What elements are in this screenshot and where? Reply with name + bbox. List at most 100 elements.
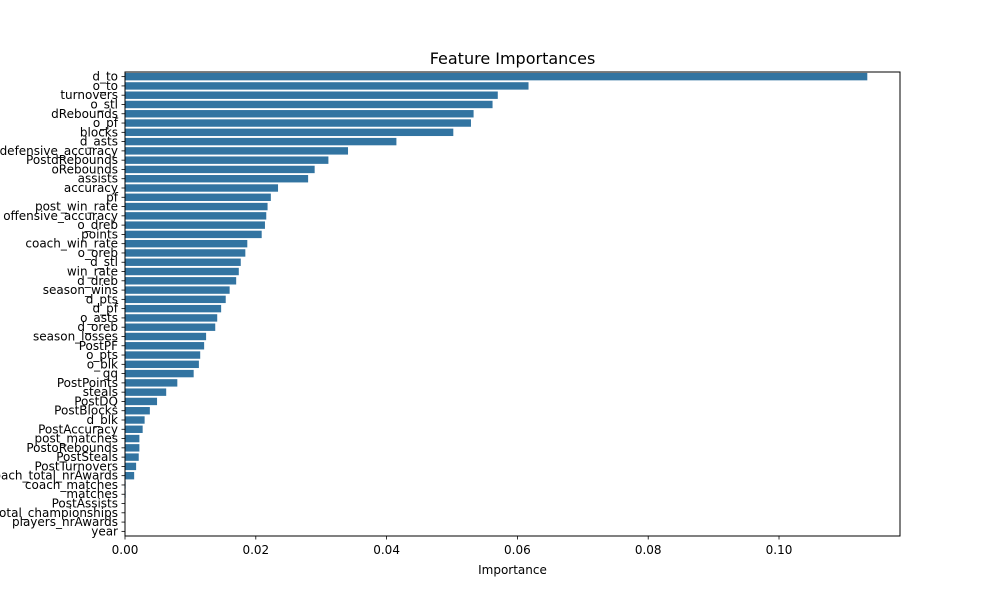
y-tick-label: PostAssists: [52, 497, 118, 511]
x-tick-label: 0.06: [504, 543, 531, 557]
bar-offensive_accuracy: [125, 212, 267, 220]
bar-season_wins: [125, 286, 230, 294]
y-tick-label: steals: [83, 385, 118, 399]
y-tick-label: pf: [106, 190, 119, 204]
bar-o_stl: [125, 100, 493, 109]
y-tick-label: PostAccuracy: [38, 422, 118, 436]
bar-d_to: [125, 72, 868, 81]
y-tick-label: year: [91, 524, 118, 538]
bar-PostPoints: [125, 379, 178, 387]
y-tick-label: PostdRebounds: [26, 153, 118, 167]
bar-d_pts: [125, 295, 226, 304]
x-axis-ticks: 0.00 0.02 0.04 0.06 0.08 0.10: [112, 536, 793, 557]
y-tick-label: d_asts: [80, 135, 118, 149]
bar-points: [125, 230, 262, 239]
bar-o_to: [125, 82, 529, 90]
x-tick-label: 0.00: [112, 543, 139, 557]
bar-post_win_rate: [125, 202, 268, 211]
y-tick-label: d_stl: [90, 255, 118, 269]
x-tick-label: 0.08: [635, 543, 662, 557]
bar-d_oreb: [125, 323, 216, 331]
bar-PostAccuracy: [125, 425, 143, 433]
y-tick-label: o_pts: [86, 348, 118, 362]
bar-d_blk: [125, 416, 145, 424]
bars-group: [125, 72, 868, 498]
y-tick-label: dRebounds: [51, 107, 118, 121]
y-tick-label: blocks: [80, 125, 118, 139]
y-tick-label: d_pf: [93, 302, 119, 316]
bar-PostoRebounds: [125, 444, 140, 452]
y-tick-label: gq: [103, 367, 118, 381]
bar-d_asts: [125, 137, 397, 146]
bar-d_pf: [125, 304, 222, 313]
y-tick-label: assists: [78, 172, 118, 186]
y-tick-label: coach_win_rate: [25, 237, 118, 251]
bar-gq: [125, 369, 194, 378]
bar-blocks: [125, 128, 454, 137]
y-tick-label: PostTurnovers: [34, 459, 118, 473]
y-tick-label: d_oreb: [77, 320, 118, 334]
bar-turnovers: [125, 91, 498, 99]
x-tick-label: 0.10: [766, 543, 793, 557]
bar-o_oreb: [125, 249, 246, 257]
bar-o_pts: [125, 351, 201, 359]
bar-steals: [125, 388, 167, 396]
bar-o_dreb: [125, 221, 265, 229]
y-tick-label: o_asts: [80, 311, 118, 325]
bar-accuracy: [125, 184, 279, 192]
y-tick-label: o_pf: [93, 116, 119, 130]
y-tick-label: d_blk: [86, 413, 118, 427]
y-tick-label: PostSteals: [56, 450, 118, 464]
y-tick-label: win_rate: [67, 265, 118, 279]
bar-PostSteals: [125, 453, 139, 461]
bar-defensive_accuracy: [125, 147, 349, 155]
bar-PostDQ: [125, 397, 158, 406]
y-tick-label: offensive_accuracy: [3, 209, 118, 223]
y-tick-label: o_dreb: [77, 218, 118, 232]
y-tick-label: coach_total_nrAwards: [0, 469, 118, 483]
y-tick-label: coach_matches: [25, 478, 118, 492]
bar-PostTurnovers: [125, 462, 137, 471]
y-tick-label: o_stl: [90, 97, 118, 111]
y-tick-label: oRebounds: [51, 162, 118, 176]
y-tick-label: season_wins: [43, 283, 118, 297]
bar-d_stl: [125, 258, 241, 266]
y-tick-label: turnovers: [60, 88, 118, 102]
bar-oRebounds: [125, 165, 315, 174]
bar-coach_win_rate: [125, 239, 248, 248]
y-tick-label: o_to: [93, 79, 118, 93]
bar-PostPF: [125, 342, 205, 350]
y-tick-label: PostPoints: [57, 376, 118, 390]
bar-o_asts: [125, 314, 218, 322]
plot-frame: [124, 71, 901, 537]
x-tick-label: 0.02: [242, 543, 269, 557]
bar-season_losses: [125, 332, 207, 341]
bar-o_pf: [125, 119, 471, 127]
y-tick-label: PostoRebounds: [26, 441, 118, 455]
y-tick-label: accuracy: [64, 181, 118, 195]
bar-PostdRebounds: [125, 156, 329, 164]
bar-coach_total_nrAwards: [125, 471, 135, 480]
bar-d_dreb: [125, 277, 237, 285]
y-tick-label: o_blk: [87, 357, 118, 371]
bar-win_rate: [125, 267, 239, 276]
bar-PostBlocks: [125, 407, 150, 415]
y-tick-label: d_to: [92, 70, 118, 84]
bar-dRebounds: [125, 110, 474, 118]
bar-assists: [125, 175, 309, 183]
y-tick-label: PostBlocks: [54, 404, 118, 418]
y-tick-label: d_dreb: [77, 274, 118, 288]
bar-post_matches: [125, 434, 140, 443]
y-tick-label: PostPF: [79, 339, 118, 353]
y-tick-label: o_oreb: [78, 246, 118, 260]
x-axis-label: Importance: [478, 563, 547, 577]
y-tick-label: season_losses: [33, 329, 118, 343]
x-tick-label: 0.04: [373, 543, 400, 557]
chart-title: Feature Importances: [430, 49, 596, 68]
y-tick-label: matches: [66, 487, 118, 501]
y-tick-label: post_matches: [34, 432, 118, 446]
bar-pf: [125, 193, 271, 201]
y-axis-labels: d_too_toturnoverso_stldReboundso_pfblock…: [0, 70, 125, 538]
bar-o_blk: [125, 360, 199, 369]
